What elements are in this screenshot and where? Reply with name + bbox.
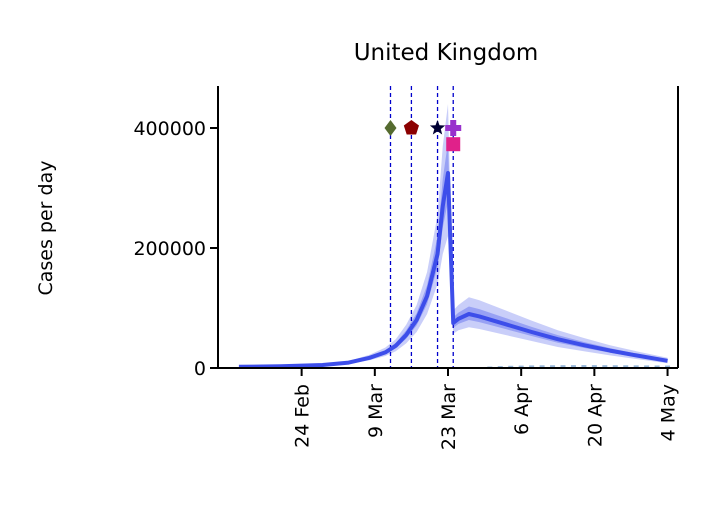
observed-bar: [539, 365, 545, 368]
observed-bar: [612, 365, 618, 368]
x-ticks: 24 Feb 9 Mar 23 Mar 6 Apr 20 Apr 4 May: [292, 368, 680, 450]
x-tick-label: 20 Apr: [584, 384, 606, 447]
observed-bar: [570, 365, 576, 368]
x-tick-label: 4 May: [658, 384, 680, 441]
y-tick-label: 200000: [133, 238, 206, 260]
observed-bar: [550, 365, 556, 368]
chart-title: United Kingdom: [354, 40, 539, 66]
observed-bar: [560, 365, 566, 368]
observed-bar: [623, 365, 629, 368]
x-tick-label: 23 Mar: [438, 384, 460, 450]
y-tick-label: 0: [194, 358, 206, 380]
y-ticks: 0 200000 400000: [133, 118, 218, 380]
x-tick-label: 24 Feb: [292, 384, 314, 448]
series-lines: [238, 171, 668, 369]
observed-bar: [508, 365, 514, 368]
observed-bar: [518, 365, 524, 368]
observed-bar: [633, 365, 639, 368]
intervention-markers: [384, 120, 462, 152]
y-axis-label: Cases per day: [35, 161, 57, 296]
marker-square: [446, 137, 461, 152]
marker-pentagon: [403, 120, 419, 135]
x-tick-label: 9 Mar: [365, 384, 387, 438]
marker-star: [429, 120, 446, 135]
y-tick-label: 400000: [133, 118, 206, 140]
marker-diamond: [384, 120, 397, 136]
observed-bar: [644, 365, 650, 368]
observed-bar: [529, 365, 535, 368]
observed-bar: [581, 365, 587, 368]
x-tick-label: 6 Apr: [511, 384, 533, 435]
series-line-0: [238, 171, 668, 369]
marker-plus: [445, 120, 462, 136]
observed-bar: [591, 365, 597, 368]
observed-bar: [654, 365, 660, 368]
observed-bar: [665, 365, 671, 368]
observed-bar: [602, 365, 608, 368]
